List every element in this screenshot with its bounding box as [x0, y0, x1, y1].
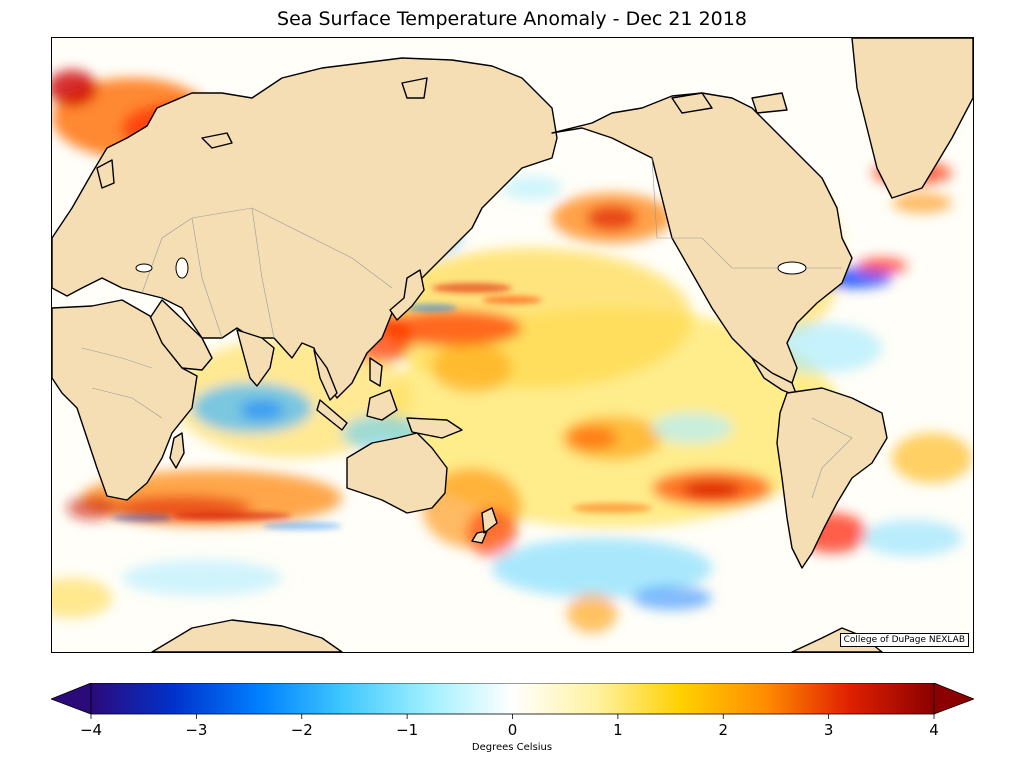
- colorbar-label: Degrees Celsius: [471, 742, 553, 753]
- colorbar-tick-label: 3: [824, 721, 834, 739]
- colorbar-tick-label: 2: [718, 721, 728, 739]
- credit-label: College of DuPage NEXLAB: [839, 633, 969, 647]
- japan: [389, 269, 425, 321]
- colorbar-gradient: [90, 682, 935, 715]
- sst-map: [52, 38, 973, 652]
- colorbar-tick-label: 4: [929, 721, 939, 739]
- iceland: [201, 132, 233, 149]
- colorbar-tick-label: −4: [80, 721, 102, 739]
- philippines: [369, 357, 383, 387]
- antarctica: [151, 619, 883, 652]
- lakes: [135, 257, 807, 279]
- greenland: [851, 38, 973, 199]
- new-zealand: [471, 507, 498, 544]
- uk: [96, 159, 115, 189]
- colorbar-extend-right: [933, 682, 976, 715]
- colorbar-tick-label: −1: [396, 721, 418, 739]
- borneo: [366, 389, 398, 421]
- colorbar-ticks: −4 −3 −2 −1 0 1 2 3 4: [80, 714, 939, 739]
- colorbar-extend-left: [49, 682, 92, 715]
- arctic-islands: [401, 77, 788, 114]
- madagascar: [169, 432, 185, 469]
- australia: [346, 432, 448, 514]
- map-title: Sea Surface Temperature Anomaly - Dec 21…: [277, 8, 747, 30]
- indochina: [313, 349, 338, 401]
- colorbar-svg: −4 −3 −2 −1 0 1 2 3 4: [49, 682, 976, 739]
- colorbar-tick-label: 0: [508, 721, 518, 739]
- colorbar-tick-label: −2: [291, 721, 313, 739]
- country-borders: [81, 157, 853, 499]
- south-america: [776, 387, 888, 569]
- eurasia-landmass: [52, 57, 558, 399]
- colorbar-tick-label: 1: [613, 721, 623, 739]
- sumatra: [316, 399, 348, 431]
- map-panel: College of DuPage NEXLAB: [51, 37, 974, 653]
- new-guinea: [406, 417, 463, 439]
- africa: [52, 299, 198, 501]
- colorbar: −4 −3 −2 −1 0 1 2 3 4: [49, 682, 976, 745]
- colorbar-tick-label: −3: [185, 721, 207, 739]
- india: [236, 329, 275, 387]
